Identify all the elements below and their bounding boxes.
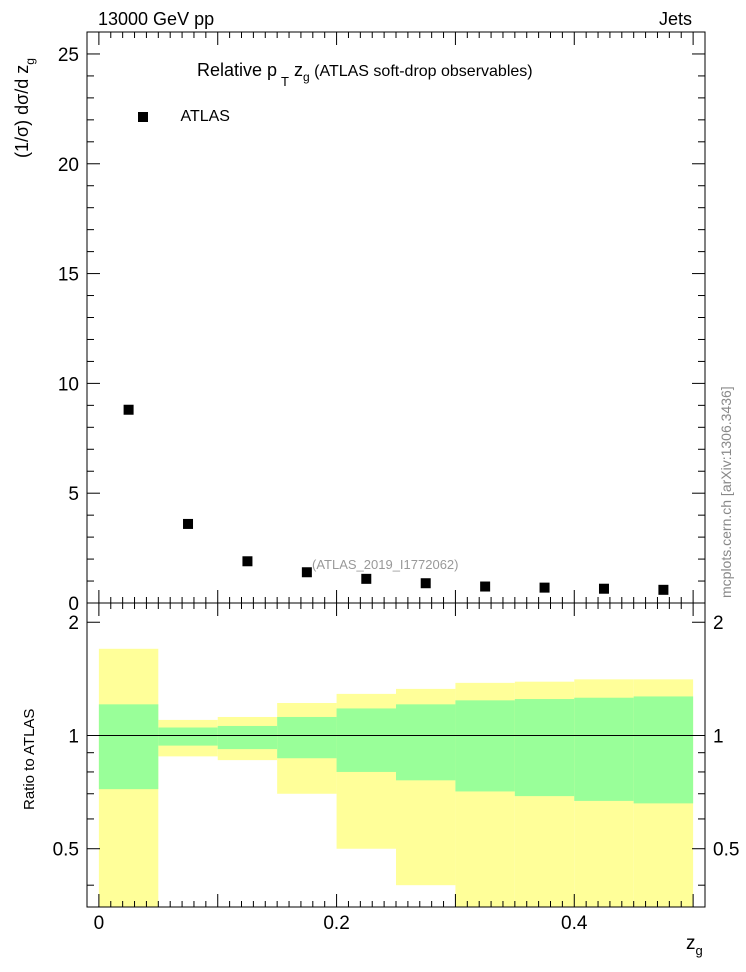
main-ytick-label: 0	[68, 594, 79, 615]
atlas-data-point	[242, 556, 253, 567]
atlas-data-point	[480, 581, 491, 592]
legend: ATLAS	[138, 108, 230, 126]
title-suffix: (ATLAS soft-drop observables)	[309, 63, 533, 80]
ratio-xtick-label: 0	[94, 913, 105, 934]
main-plot-frame	[86, 31, 706, 604]
ratio-ytick-label-right: 2	[713, 613, 724, 634]
green-band-bin	[633, 696, 694, 804]
atlas-data-point	[658, 584, 669, 595]
atlas-data-point	[301, 567, 312, 578]
ratio-ytick-label: 2	[68, 613, 79, 634]
x-label-text: z	[686, 933, 696, 954]
main-ytick-label: 20	[58, 155, 79, 176]
green-band-bin	[277, 716, 337, 759]
green-band-bin	[217, 725, 278, 750]
green-band-bin	[336, 708, 396, 772]
main-ytick-label: 15	[58, 265, 79, 286]
ratio-ytick-label: 0.5	[53, 840, 79, 861]
main-ytick-label: 5	[68, 484, 79, 505]
atlas-data-point	[361, 573, 372, 584]
green-band-bin	[98, 704, 159, 790]
ratio-ytick-label: 1	[68, 726, 79, 747]
energy-label: 13000 GeV pp	[98, 9, 215, 29]
atlas-data-point	[123, 404, 134, 415]
main-ytick-label: 25	[58, 45, 79, 66]
atlas-data-point	[183, 518, 194, 529]
x-label-sub: g	[695, 943, 703, 958]
green-band-bin	[514, 699, 575, 797]
analysis-id: (ATLAS_2019_I1772062)	[312, 557, 459, 572]
atlas-data-point	[598, 583, 609, 594]
process-label: Jets	[658, 9, 692, 29]
green-band-bin	[455, 700, 515, 792]
title-sub-g: g	[303, 70, 310, 84]
title-prefix: Relative p	[197, 60, 278, 80]
title-sub-t: T	[281, 74, 289, 89]
ratio-ytick-label-right: 0.5	[713, 840, 739, 861]
main-ytick-label: 10	[58, 374, 79, 395]
green-band-bin	[574, 697, 634, 801]
atlas-data-point	[539, 582, 550, 593]
legend-marker	[138, 112, 148, 122]
ratio-xtick-label: 0.2	[323, 913, 349, 934]
x-axis-label: zg	[686, 933, 703, 958]
ratio-ytick-label-right: 1	[713, 726, 724, 747]
legend-label: ATLAS	[180, 108, 230, 125]
title-var: z	[289, 60, 304, 80]
green-band-bin	[158, 727, 218, 746]
ratio-xtick-label: 0.4	[561, 913, 588, 934]
atlas-data-point	[420, 578, 431, 589]
green-band-bin	[396, 704, 456, 781]
plot-title: Relative pT zg (ATLAS soft-drop observab…	[197, 60, 533, 89]
